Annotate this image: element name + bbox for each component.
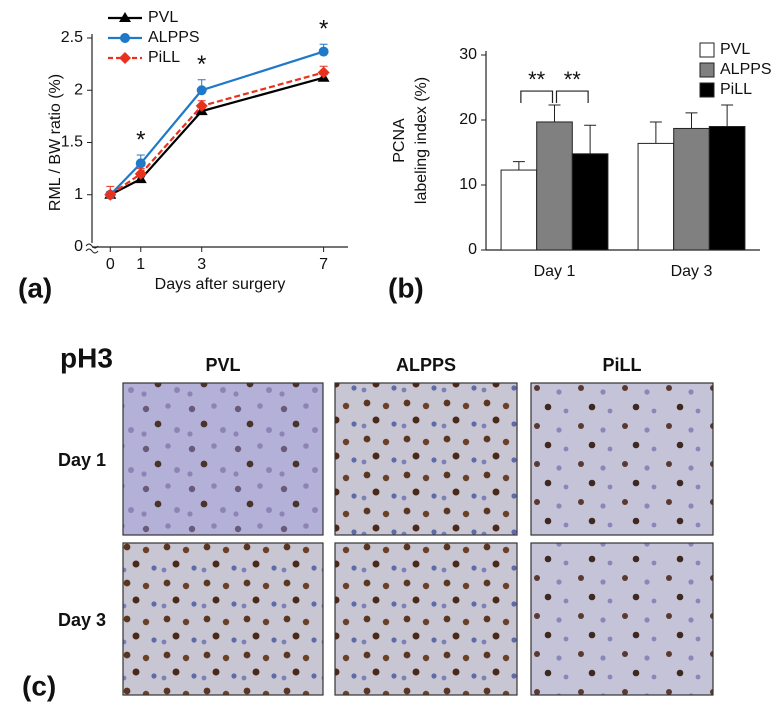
legend-label: ALPPS xyxy=(720,61,772,78)
marker xyxy=(318,46,329,57)
micrograph-panel: (c) pH3 PVL ALPPS PiLL Day 1 Day 3 xyxy=(22,342,714,701)
x-tick-label: 0 xyxy=(106,256,115,273)
significance-mark: ** xyxy=(564,67,582,92)
error-bar xyxy=(685,112,698,129)
y-tick-label: 30 xyxy=(459,46,477,63)
bar xyxy=(673,127,710,251)
bar xyxy=(571,153,609,251)
legend-label: PiLL xyxy=(720,81,752,98)
error-bar xyxy=(548,104,561,122)
y-axis-label: RML / BW ratio (%) xyxy=(47,74,64,211)
y-tick-label: 1 xyxy=(74,186,83,203)
x-tick-label: 7 xyxy=(319,256,328,273)
panel-label: (a) xyxy=(18,272,52,303)
legend-label: ALPPS xyxy=(148,29,200,46)
y-tick-label: 2 xyxy=(74,81,83,98)
legend-swatch xyxy=(699,62,715,78)
panel-label: (b) xyxy=(388,272,424,303)
y-axis-label: labeling index (%) xyxy=(413,77,430,204)
marker xyxy=(134,167,147,180)
row-label: Day 1 xyxy=(58,450,106,470)
legend-swatch xyxy=(699,82,715,98)
bar xyxy=(536,121,573,251)
x-tick-label: 1 xyxy=(136,256,145,273)
series-line xyxy=(109,50,324,196)
micrograph xyxy=(334,542,518,696)
y-tick-label: 0 xyxy=(74,238,83,255)
bar xyxy=(500,169,538,251)
marker xyxy=(104,188,117,201)
micrograph xyxy=(122,542,324,696)
y-tick-label: 0 xyxy=(468,241,477,258)
x-tick-label: Day 3 xyxy=(671,263,713,280)
significance-mark: * xyxy=(136,126,145,153)
column-header: PiLL xyxy=(603,355,642,375)
marker xyxy=(195,99,208,112)
y-tick-label: 20 xyxy=(459,111,477,128)
y-axis-label: PCNA xyxy=(391,118,408,163)
y-tick-label: 1.5 xyxy=(61,134,83,151)
significance-bracket xyxy=(520,90,554,104)
row-label: Day 3 xyxy=(58,610,106,630)
legend-swatch xyxy=(699,42,715,58)
axis-break xyxy=(85,243,99,254)
series-line xyxy=(109,76,324,196)
x-tick-label: Day 1 xyxy=(534,263,576,280)
marker xyxy=(119,12,131,22)
x-tick-label: 3 xyxy=(197,256,206,273)
panel-label: (c) xyxy=(22,670,56,701)
legend-label: PiLL xyxy=(148,49,180,66)
marker xyxy=(135,158,146,169)
marker xyxy=(317,66,330,79)
x-axis-label: Days after surgery xyxy=(155,276,286,293)
panel-title: pH3 xyxy=(60,342,113,373)
micrograph xyxy=(122,382,324,536)
column-header: ALPPS xyxy=(396,355,456,375)
significance-mark: * xyxy=(319,16,328,43)
column-header: PVL xyxy=(205,355,240,375)
significance-mark: ** xyxy=(528,67,546,92)
bar xyxy=(708,126,746,251)
error-bar xyxy=(649,121,662,144)
micrograph xyxy=(334,382,518,536)
marker xyxy=(120,33,130,43)
y-tick-label: 10 xyxy=(459,176,477,193)
bar xyxy=(637,142,675,251)
series-line xyxy=(109,71,324,196)
error-bar xyxy=(512,161,525,171)
significance-bracket xyxy=(555,90,589,104)
y-tick-label: 2.5 xyxy=(61,29,83,46)
significance-mark: * xyxy=(197,51,206,78)
error-bar xyxy=(721,104,734,127)
legend-label: PVL xyxy=(720,41,750,58)
micrograph xyxy=(530,542,714,696)
legend-label: PVL xyxy=(148,9,178,26)
error-bar xyxy=(584,124,597,154)
marker xyxy=(196,85,207,96)
marker xyxy=(119,52,131,64)
micrograph xyxy=(530,382,714,536)
